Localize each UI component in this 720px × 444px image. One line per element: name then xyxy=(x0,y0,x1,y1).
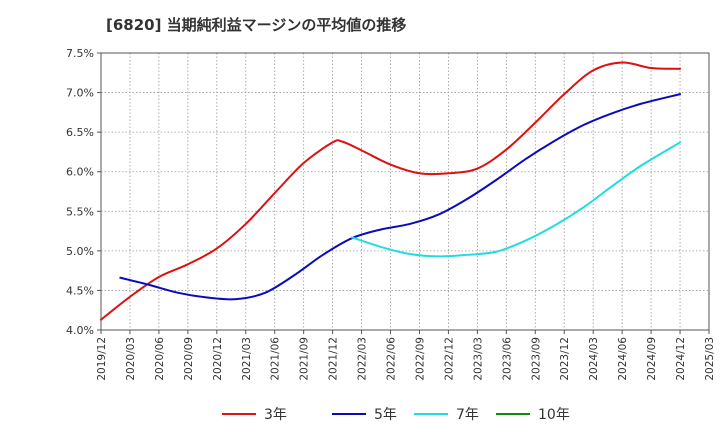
y-tick-label: 7.0% xyxy=(66,87,94,100)
x-tick-label: 2019/12 xyxy=(96,337,108,381)
y-tick-label: 4.0% xyxy=(66,324,94,337)
x-tick-label: 2020/12 xyxy=(212,337,224,381)
x-tick-label: 2022/12 xyxy=(443,337,455,381)
grid-lines xyxy=(101,53,709,330)
x-tick-label: 2022/06 xyxy=(386,337,398,381)
y-tick-label: 5.5% xyxy=(66,205,94,218)
x-tick-label: 2021/09 xyxy=(299,337,311,381)
series-line-7年 xyxy=(350,141,682,258)
plot-frame xyxy=(100,52,710,331)
series-line-3年 xyxy=(100,61,682,321)
y-tick-label: 6.5% xyxy=(66,126,94,139)
x-axis: 2019/12 2020/03 2020/06 2020/09 2020/12 2021/… xyxy=(96,330,716,381)
x-tick-label: 2024/06 xyxy=(617,337,629,381)
y-axis: 4.0% 4.5% 5.0% 5.5% 6.0% 6.5% 7.0% 7.5% xyxy=(66,47,101,337)
legend-label: 3年 xyxy=(264,407,287,423)
x-tick-label: 2025/03 xyxy=(704,337,716,381)
y-tick-label: 4.5% xyxy=(66,284,94,297)
x-tick-label: 2021/03 xyxy=(241,337,253,381)
legend: 3年 5年 7年 10年 xyxy=(222,407,570,423)
x-tick-label: 2023/03 xyxy=(472,337,484,381)
x-tick-label: 2022/03 xyxy=(357,337,369,381)
x-tick-label: 2021/06 xyxy=(270,337,282,381)
x-tick-label: 2020/06 xyxy=(154,337,166,381)
x-tick-label: 2023/06 xyxy=(501,337,513,381)
x-tick-label: 2020/09 xyxy=(183,337,195,381)
x-tick-label: 2020/03 xyxy=(125,337,137,381)
legend-label: 7年 xyxy=(456,407,479,423)
x-tick-label: 2024/03 xyxy=(588,337,600,381)
x-tick-label: 2023/12 xyxy=(559,337,571,381)
series-group xyxy=(100,61,682,321)
y-tick-label: 6.0% xyxy=(66,166,94,179)
chart-title: [6820] 当期純利益マージンの平均値の推移 xyxy=(106,16,407,34)
x-tick-label: 2023/09 xyxy=(530,337,542,381)
series-line-5年 xyxy=(119,93,682,301)
x-tick-label: 2024/12 xyxy=(675,337,687,381)
legend-label: 5年 xyxy=(374,407,397,423)
x-tick-label: 2024/09 xyxy=(646,337,658,381)
y-tick-label: 5.0% xyxy=(66,245,94,258)
y-tick-label: 7.5% xyxy=(66,47,94,60)
x-tick-label: 2021/12 xyxy=(328,337,340,381)
legend-label: 10年 xyxy=(538,407,570,423)
x-tick-label: 2022/09 xyxy=(414,337,426,381)
